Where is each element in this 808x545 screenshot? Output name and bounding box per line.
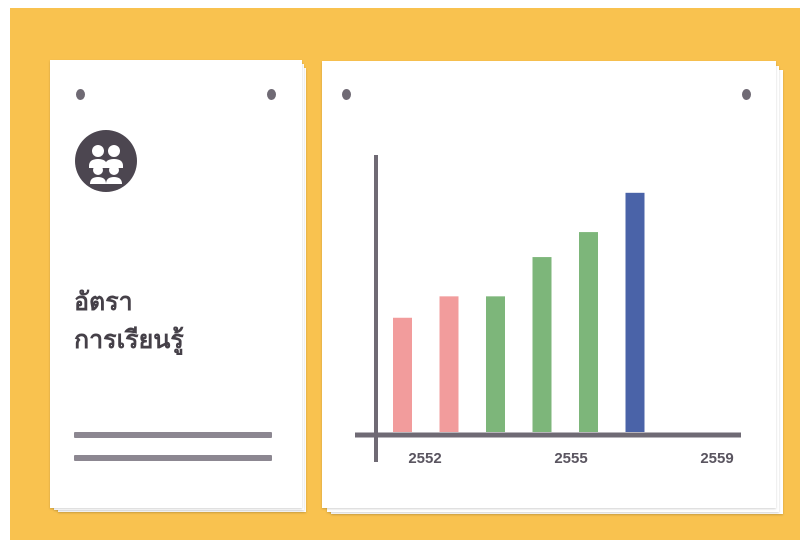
card-title-line2: การเรียนรู้: [74, 325, 184, 354]
pin-right-top: [267, 89, 276, 100]
bar-2554: [486, 296, 505, 432]
bar-2556: [579, 232, 598, 432]
chart-pin-left: [342, 89, 351, 100]
x-tick-label-2552: 2552: [408, 450, 441, 467]
bar-2552: [393, 317, 412, 432]
pin-left-top: [76, 89, 85, 100]
bar-2553: [439, 296, 459, 432]
text-placeholder-line-1: [74, 432, 272, 438]
bar-2557: [625, 192, 645, 432]
people-group-icon: [75, 130, 137, 192]
x-tick-label-2555: 2555: [554, 450, 587, 467]
text-placeholder-line-2: [74, 455, 272, 461]
card-title-line1: อัตรา: [74, 287, 133, 316]
x-tick-label-2559: 2559: [700, 450, 733, 467]
chart-pin-right: [742, 89, 751, 100]
bar-2555: [532, 257, 552, 432]
